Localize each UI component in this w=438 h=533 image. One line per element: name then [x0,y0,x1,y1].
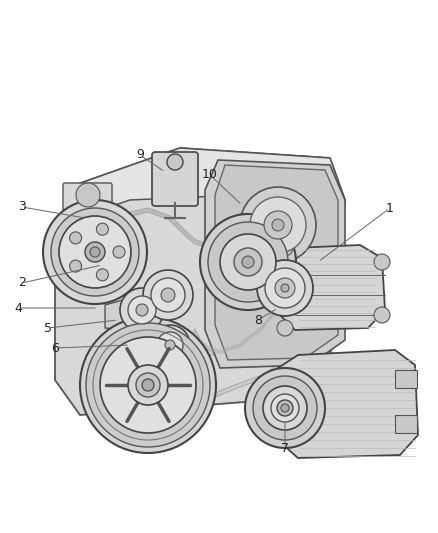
Circle shape [151,278,185,312]
Circle shape [234,248,262,276]
FancyBboxPatch shape [63,183,112,219]
Circle shape [43,200,147,304]
Circle shape [253,376,317,440]
Polygon shape [278,350,418,458]
Circle shape [161,288,175,302]
Circle shape [208,222,288,302]
Circle shape [142,379,154,391]
Circle shape [220,234,276,290]
Circle shape [374,307,390,323]
Circle shape [277,400,293,416]
Circle shape [271,394,299,422]
Text: 8: 8 [254,313,262,327]
Circle shape [76,183,100,207]
Polygon shape [215,165,338,360]
Circle shape [150,325,190,365]
Polygon shape [205,160,345,368]
Text: 5: 5 [44,321,52,335]
Text: 4: 4 [14,302,22,314]
Circle shape [257,260,313,316]
Circle shape [80,317,216,453]
Circle shape [51,208,139,296]
Circle shape [240,187,316,263]
Circle shape [281,284,289,292]
Text: 2: 2 [18,277,26,289]
Text: 10: 10 [202,168,218,182]
Circle shape [120,288,164,332]
Polygon shape [75,148,345,220]
Circle shape [59,216,131,288]
Circle shape [374,254,390,270]
Polygon shape [55,148,345,415]
Circle shape [275,278,295,298]
Circle shape [86,323,210,447]
Circle shape [265,268,305,308]
Circle shape [242,256,254,268]
Bar [395,370,417,388]
Circle shape [113,246,125,258]
Circle shape [70,260,81,272]
Circle shape [165,340,175,350]
Polygon shape [278,245,385,330]
Circle shape [85,242,105,262]
Circle shape [100,337,196,433]
Polygon shape [105,298,150,330]
Circle shape [200,214,296,310]
Circle shape [90,247,100,257]
Circle shape [157,332,183,358]
Text: 7: 7 [281,441,289,455]
Circle shape [96,223,109,235]
Circle shape [167,154,183,170]
FancyBboxPatch shape [152,152,198,206]
Circle shape [143,270,193,320]
Circle shape [136,304,148,316]
Circle shape [264,211,292,239]
Circle shape [70,232,81,244]
Circle shape [277,320,293,336]
Text: 1: 1 [386,201,394,214]
Bar [395,415,417,433]
Text: 6: 6 [51,342,59,354]
Circle shape [277,240,293,256]
Circle shape [263,386,307,430]
Circle shape [250,197,306,253]
Circle shape [136,373,160,397]
Circle shape [96,269,109,281]
Text: 9: 9 [136,149,144,161]
Circle shape [245,368,325,448]
Circle shape [128,365,168,405]
Circle shape [281,404,289,412]
Text: 3: 3 [18,200,26,214]
Circle shape [272,219,284,231]
Circle shape [128,296,156,324]
